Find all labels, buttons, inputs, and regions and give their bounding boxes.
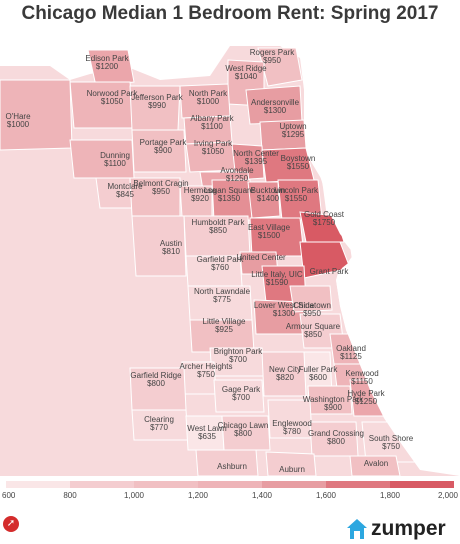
- label-uptown: Uptown $1295: [279, 122, 307, 139]
- region-ashburn[interactable]: [195, 449, 259, 476]
- label-lower-west-side: Lower West Side $1300: [253, 301, 315, 318]
- choropleth-map: Edison Park $1200 Rogers Park $950 West Ri…: [0, 30, 460, 476]
- label-gage-park: Gage Park $700: [221, 385, 261, 402]
- label-norwood-park: Norwood Park $1050: [86, 89, 138, 106]
- brand-name: zumper: [371, 517, 446, 540]
- label-auburn: Auburn: [279, 465, 305, 474]
- region-auburn[interactable]: [265, 451, 317, 476]
- label-avalon: Avalon: [363, 459, 389, 468]
- legend-swatch: [262, 481, 326, 488]
- label-east-village: East Village $1500: [247, 223, 291, 240]
- legend-swatch: [70, 481, 134, 488]
- legend-swatch: [326, 481, 390, 488]
- label-edison-park: Edison Park $1200: [85, 54, 129, 71]
- region-bucktown[interactable]: [247, 181, 281, 219]
- label-chinatown: Chinatown $950: [293, 301, 331, 318]
- label-austin: Austin $810: [159, 239, 183, 256]
- label-kenwood: Kenwood $1150: [345, 369, 379, 386]
- label-hermosa: Hermosa $920: [183, 186, 217, 203]
- legend-swatch: [390, 481, 454, 488]
- legend-tick-label: 2,000: [437, 491, 459, 500]
- legend-color-bar: [6, 481, 454, 488]
- label-humboldt-park: Humboldt Park $850: [191, 218, 245, 235]
- legend-tick-label: 1,200: [187, 491, 209, 500]
- label-brighton-park: Brighton Park $700: [213, 347, 263, 364]
- label-united-center: United Center: [236, 253, 286, 262]
- label-ashburn: Ashburn: [217, 462, 247, 471]
- label-gold-coast: Gold Coast $1750: [303, 210, 345, 227]
- map-title: Chicago Median 1 Bedroom Rent: Spring 20…: [21, 3, 439, 24]
- label-irving-park: Irving Park $1050: [193, 139, 233, 156]
- label-belmont-cragin: Belmont Cragin $950: [133, 179, 189, 196]
- house-icon: [347, 519, 367, 539]
- label-north-lawndale: North Lawndale $775: [193, 287, 251, 304]
- lake-michigan: [304, 30, 460, 476]
- label-north-center: North Center $1395: [233, 149, 279, 166]
- region-edison-park[interactable]: [87, 49, 135, 87]
- label-boystown: Boystown $1550: [280, 154, 316, 171]
- legend-tick-label: 1,600: [315, 491, 337, 500]
- color-legend: 600 800 1,000 1,200 1,400 1,600 1,800 2,000: [0, 479, 460, 513]
- label-bucktown: Bucktown $1400: [250, 186, 286, 203]
- label-rogers-park: Rogers Park $950: [249, 48, 295, 65]
- legend-tick-label: 1,000: [123, 491, 145, 500]
- label-garfield-park: Garfield Park $760: [196, 255, 244, 272]
- label-north-park: North Park $1000: [188, 89, 228, 106]
- label-garfield-ridge: Garfield Ridge $800: [130, 371, 182, 388]
- label-oakland: Oakland $1125: [336, 344, 366, 361]
- legend-tick-label: 1,400: [251, 491, 273, 500]
- label-albany-park: Albany Park $1100: [190, 114, 234, 131]
- label-archer-heights: Archer Heights $750: [179, 362, 233, 379]
- share-icon[interactable]: ➚: [3, 516, 19, 532]
- label-grand-crossing: Grand Crossing $800: [307, 429, 365, 446]
- region-avalon[interactable]: [349, 455, 401, 476]
- label-armour-square: Armour Square $850: [285, 322, 341, 339]
- label-chicago-lawn: Chicago Lawn $800: [217, 421, 269, 438]
- label-west-lawn: West Lawn $635: [187, 424, 227, 441]
- legend-tick-label: 1,800: [379, 491, 401, 500]
- map-svg: [0, 30, 460, 476]
- legend-swatch: [198, 481, 262, 488]
- label-little-italy: Little Italy, UIC $1590: [251, 270, 303, 287]
- zumper-logo[interactable]: zumper: [346, 516, 446, 542]
- label-washington-park: Washington Park $900: [302, 395, 364, 412]
- label-montclare: Montclare $845: [107, 182, 143, 199]
- region-austin[interactable]: [131, 215, 187, 277]
- legend-swatch: [134, 481, 198, 488]
- label-englewood: Englewood $780: [272, 419, 312, 436]
- region-gage-park[interactable]: [213, 379, 265, 413]
- label-andersonville: Andersonville $1300: [250, 98, 300, 115]
- label-clearing: Clearing $770: [144, 415, 174, 432]
- label-hyde-park: Hyde Park $1250: [347, 389, 385, 406]
- label-jefferson-park: Jefferson Park $990: [131, 93, 183, 110]
- legend-swatch: [6, 481, 70, 488]
- label-new-city: New City $820: [268, 365, 302, 382]
- region-north-center[interactable]: [231, 143, 265, 181]
- region-rogers-park[interactable]: [257, 47, 303, 87]
- region-chinatown[interactable]: [289, 285, 333, 313]
- label-avondale: Avondale $1250: [220, 166, 254, 183]
- region-chicago-lawn[interactable]: [221, 415, 271, 451]
- label-ohare: O'Hare $1000: [5, 112, 31, 129]
- label-south-shore: South Shore $750: [368, 434, 414, 451]
- label-portage-park: Portage Park $900: [139, 138, 187, 155]
- label-lincoln-park: Lincoln Park $1550: [273, 186, 319, 203]
- label-grant-park: Grant Park: [309, 267, 349, 276]
- label-west-ridge: West Ridge $1040: [225, 64, 267, 81]
- legend-tick-label: 600: [1, 491, 16, 500]
- label-logan-square: Logan Square $1350: [203, 186, 255, 203]
- label-little-village: Little Village $925: [202, 317, 246, 334]
- legend-tick-label: 800: [63, 491, 77, 500]
- label-fuller-park: Fuller Park $600: [298, 365, 338, 382]
- label-dunning: Dunning $1100: [100, 151, 130, 168]
